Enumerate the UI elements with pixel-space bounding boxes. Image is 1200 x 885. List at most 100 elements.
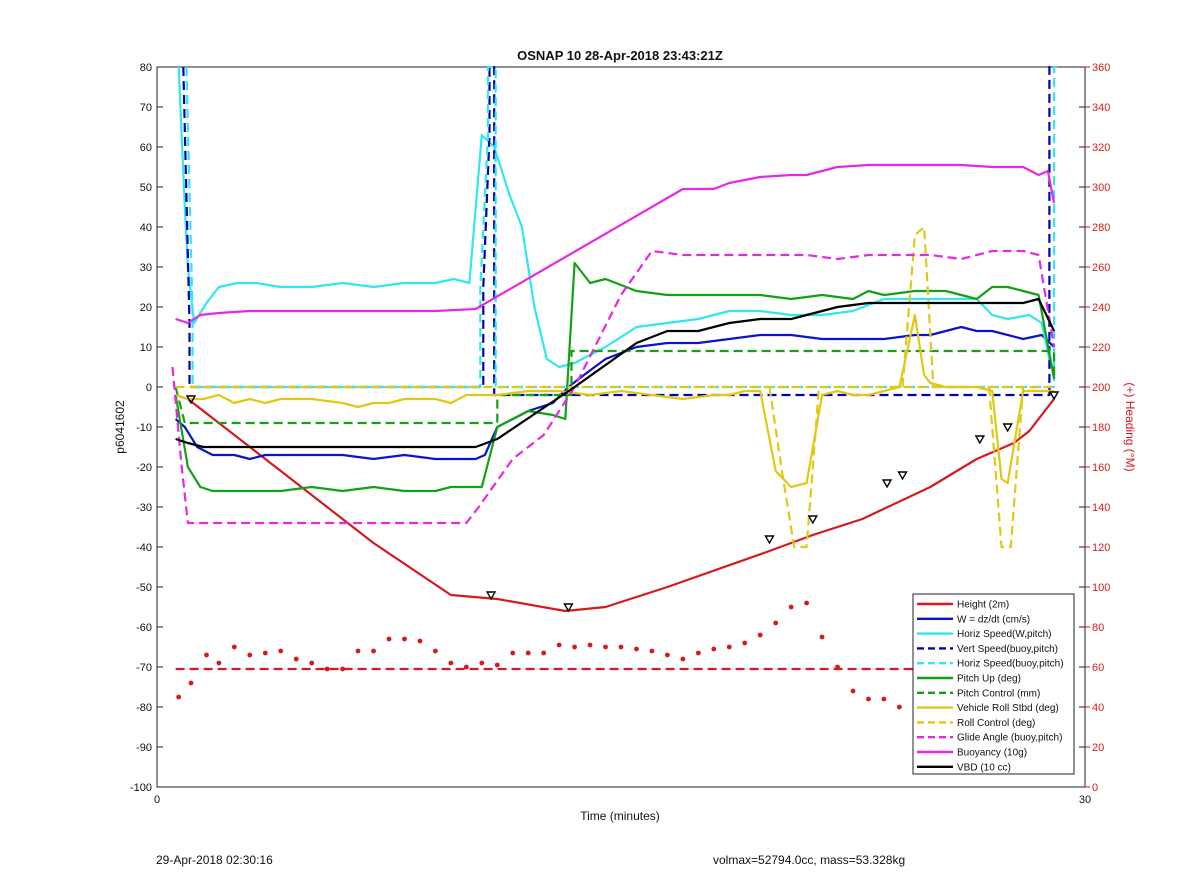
y-tick-label: 70: [140, 102, 152, 114]
y2-tick-label: 0: [1092, 782, 1098, 794]
y2-tick-label: 20: [1092, 742, 1104, 754]
y-tick-label: -90: [136, 742, 152, 754]
heading-point: [773, 620, 779, 626]
heading-point: [231, 644, 237, 650]
heading-point: [340, 666, 345, 672]
legend-entry-label: VBD (10 cc): [957, 762, 1011, 773]
y-tick-label: 10: [140, 342, 152, 354]
y-tick-label: -40: [136, 542, 152, 554]
y2-tick-label: 100: [1092, 582, 1110, 594]
heading-point: [665, 652, 670, 658]
heading-point: [866, 696, 871, 702]
x-axis-label: Time (minutes): [580, 809, 660, 823]
heading-point: [835, 664, 840, 670]
series-pitch-control-mm: [174, 349, 1056, 425]
y2-tick-label: 300: [1092, 182, 1110, 194]
y2-tick-label: 360: [1092, 62, 1110, 74]
y2-tick-label: 120: [1092, 542, 1110, 554]
footer-vehicle-stats: volmax=52794.0cc, mass=53.328kg: [713, 853, 906, 867]
y-tick-label: 30: [140, 262, 152, 274]
y-tick-label: 40: [140, 222, 152, 234]
heading-point: [293, 656, 299, 662]
y-tick-label: 80: [140, 62, 152, 74]
heading-point: [680, 656, 686, 662]
y2-tick-label: 160: [1092, 462, 1110, 474]
heading-point: [695, 650, 701, 656]
legend-entry-label: Horiz Speed(W,pitch): [957, 629, 1051, 640]
legend-entry-label: Roll Control (deg): [957, 718, 1035, 729]
heading-point: [572, 644, 577, 650]
y-tick-label: 60: [140, 142, 152, 154]
legend-entry-label: Glide Angle (buoy,pitch): [957, 733, 1062, 744]
height-marker: [563, 603, 574, 613]
series-height-2m: [175, 393, 1055, 613]
heading-point: [556, 642, 562, 648]
series-pitch-up-deg: [174, 261, 1056, 493]
heading-point: [386, 636, 392, 642]
heading-point: [525, 650, 531, 656]
height-marker: [1002, 423, 1013, 433]
height-marker: [764, 535, 775, 545]
legend-entry-label: Vert Speed(buoy,pitch): [957, 644, 1058, 655]
y2-tick-label: 180: [1092, 422, 1110, 434]
y-tick-label: 0: [146, 382, 152, 394]
heading-point: [176, 694, 182, 700]
heading-point: [897, 704, 902, 710]
footer-timestamp: 29-Apr-2018 02:30:16: [156, 853, 273, 867]
legend-entry-label: Pitch Up (deg): [957, 674, 1021, 685]
y-tick-label: -20: [136, 462, 152, 474]
series-glide-angle-buoy-pitch: [171, 249, 1056, 525]
heading-point: [355, 648, 361, 654]
y2-tick-label: 340: [1092, 102, 1110, 114]
heading-point: [649, 648, 655, 654]
heading-point: [448, 660, 454, 666]
heading-point: [433, 648, 438, 654]
height-marker: [185, 395, 197, 405]
series-roll-control-deg-spike: [768, 386, 821, 549]
heading-point: [819, 634, 825, 640]
heading-point: [309, 660, 315, 666]
heading-point: [788, 604, 794, 610]
y2-tick-label: 60: [1092, 662, 1104, 674]
y-tick-label: 50: [140, 182, 152, 194]
heading-point: [711, 646, 717, 652]
height-marker: [881, 479, 893, 489]
heading-point: [262, 650, 268, 656]
height-marker: [485, 591, 497, 601]
y2-tick-label: 80: [1092, 622, 1104, 634]
heading-point: [371, 648, 376, 654]
legend-entry-label: Height (2m): [957, 600, 1009, 611]
y-tick-label: -60: [136, 622, 152, 634]
series-buoyancy-10g: [175, 163, 1056, 325]
series-aux-13: [176, 600, 1041, 720]
y2-tick-label: 40: [1092, 702, 1104, 714]
heading-point: [247, 652, 253, 658]
heading-point: [742, 640, 748, 646]
y2-tick-label: 220: [1092, 342, 1110, 354]
heading-point: [324, 666, 330, 672]
axes: 80706050403020100-10-20-30-40-50-60-70-8…: [130, 62, 1110, 806]
y2-tick-label: 140: [1092, 502, 1110, 514]
y2-tick-label: 320: [1092, 142, 1110, 154]
series-vert-speed-buoy-pitch: [182, 65, 1055, 397]
heading-point: [463, 664, 469, 670]
legend-box: [912, 593, 1075, 775]
y2-axis-label: (+) Heading (°M): [1123, 382, 1137, 471]
y-tick-label: 20: [140, 302, 152, 314]
heading-point: [188, 680, 194, 686]
height-marker: [807, 515, 818, 525]
y2-tick-label: 260: [1092, 262, 1110, 274]
heading-point: [204, 652, 209, 658]
heading-point: [618, 644, 624, 650]
heading-point: [881, 696, 887, 702]
y-axis-label: p6041602: [113, 400, 127, 454]
y-tick-label: -30: [136, 502, 152, 514]
heading-point: [278, 648, 284, 654]
legend: Height (2m) W = dz/dt (cm/s) Horiz Speed(W…: [912, 593, 1075, 775]
legend-entry-label: W = dz/dt (cm/s): [957, 614, 1030, 625]
heading-point: [479, 660, 485, 666]
heading-point: [216, 660, 222, 666]
y2-tick-label: 280: [1092, 222, 1110, 234]
series-w-dz-dt-cm-s: [174, 325, 1055, 461]
